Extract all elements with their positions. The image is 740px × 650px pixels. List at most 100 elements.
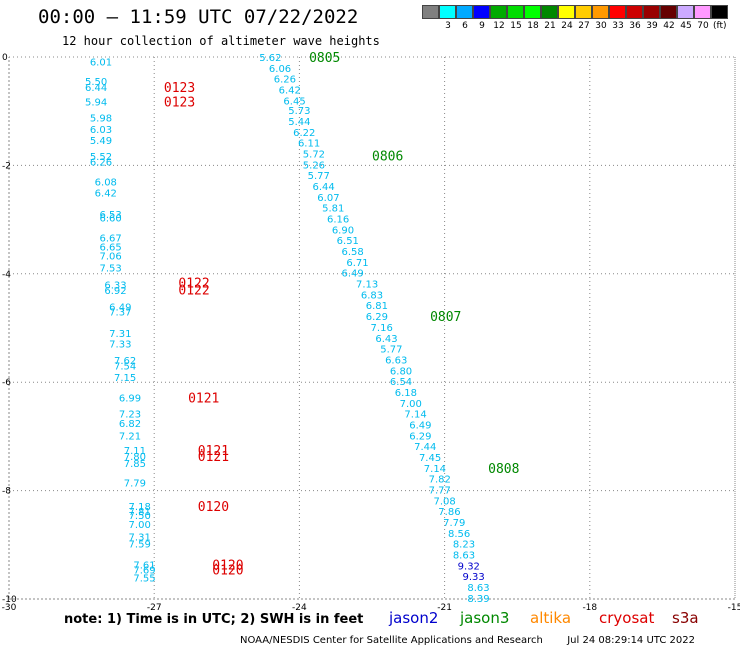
- wave-height-value: 5.44: [288, 117, 310, 128]
- wave-height-value: 7.80: [124, 452, 146, 463]
- wave-height-value: 5.26: [303, 160, 325, 171]
- wave-height-value: 6.01: [90, 57, 112, 68]
- wave-height-value: 7.50: [129, 511, 151, 522]
- wave-height-value: 6.54: [390, 377, 412, 388]
- wave-height-value: 7.14: [424, 464, 446, 475]
- legend-tick-label: 6: [462, 21, 468, 31]
- lat-tick-label: -6: [2, 378, 11, 388]
- wave-height-value: 7.85: [124, 459, 146, 470]
- pass-time-label: 0806: [372, 150, 403, 165]
- legend-swatch: [643, 5, 660, 19]
- footer-timestamp: Jul 24 08:29:14 UTC 2022: [567, 635, 695, 646]
- legend-tick-label: 21: [544, 21, 556, 31]
- wave-height-value: 7.62: [114, 356, 136, 367]
- wave-height-value: 5.50: [85, 77, 107, 88]
- wave-height-value: 7.54: [114, 361, 136, 372]
- legend-tick-label: 70: [697, 21, 709, 31]
- wave-height-value: 6.58: [342, 247, 364, 258]
- wave-height-value: 8.56: [448, 529, 470, 540]
- wave-height-value: 6.18: [395, 388, 417, 399]
- wave-height-value: 7.06: [100, 251, 122, 262]
- wave-height-value: 6.81: [366, 301, 388, 312]
- wave-height-value: 6.49: [109, 302, 131, 313]
- lon-tick-label: -15: [728, 603, 740, 613]
- pass-time-label: 0121: [198, 450, 229, 465]
- wave-height-value: 6.11: [298, 139, 320, 150]
- pass-time-label: 0122: [178, 276, 209, 291]
- legend-tick-label: 27: [578, 21, 590, 31]
- lat-tick-label: -8: [2, 487, 11, 497]
- footnote: note: 1) Time is in UTC; 2) SWH is in fe…: [64, 612, 364, 627]
- legend-swatch: [575, 5, 592, 19]
- lat-tick-label: -2: [2, 161, 11, 171]
- wave-height-value: 5.73: [288, 106, 310, 117]
- pass-time-label: 0121: [188, 391, 219, 406]
- wave-height-value: 5.98: [90, 114, 112, 125]
- wave-height-value: 7.11: [124, 446, 146, 457]
- wave-height-value: 6.99: [119, 393, 141, 404]
- wave-height-value: 6.33: [104, 281, 126, 292]
- legend-swatch: [609, 5, 626, 19]
- wave-height-value: 6.07: [317, 193, 339, 204]
- wave-height-value: 7.33: [109, 340, 131, 351]
- legend-swatch: [490, 5, 507, 19]
- legend-tick-label: 30: [595, 21, 607, 31]
- footer-agency: NOAA/NESDIS Center for Satellite Applica…: [240, 635, 543, 646]
- lat-tick-label: -10: [2, 595, 17, 605]
- wave-height-value: 7.13: [356, 280, 378, 291]
- wave-height-value: 9.33: [463, 572, 485, 583]
- wave-height-value: 7.16: [371, 323, 393, 334]
- wave-height-value: 7.08: [433, 496, 455, 507]
- wave-height-value: 7.14: [404, 410, 426, 421]
- legend-tick-label: 9: [479, 21, 485, 31]
- pass-time-label: 0123: [164, 81, 195, 96]
- wave-height-value: 6.26: [90, 158, 112, 169]
- pass-time-label: 0120: [198, 500, 229, 515]
- map-frame: [8, 56, 736, 600]
- lon-tick-label: -18: [582, 603, 597, 613]
- wave-height-value: 7.69: [133, 566, 155, 577]
- pass-time-label: 0807: [430, 310, 461, 325]
- wave-height-value: 5.62: [259, 53, 281, 64]
- wave-height-value: 7.37: [109, 308, 131, 319]
- wave-height-value: 6.43: [375, 334, 397, 345]
- legend-tick-label: 45: [680, 21, 692, 31]
- wave-height-value: 6.51: [337, 236, 359, 247]
- wave-height-value: 7.82: [429, 475, 451, 486]
- wave-height-value: 6.16: [327, 215, 349, 226]
- pass-time-label: 0120: [212, 564, 243, 579]
- lon-tick-label: -27: [147, 603, 162, 613]
- wave-height-value: 6.22: [293, 128, 315, 139]
- wave-height-value: 6.29: [366, 312, 388, 323]
- wave-height-value: 7.44: [414, 442, 436, 453]
- wave-height-value: 5.94: [85, 97, 107, 108]
- lon-tick-label: -30: [2, 603, 17, 613]
- wave-height-value: 7.81: [129, 507, 151, 518]
- wave-height-value: 6.45: [283, 96, 305, 107]
- satellite-name-jason3: jason3: [460, 609, 510, 627]
- satellite-name-jason2: jason2: [389, 609, 439, 627]
- lon-tick-label: -21: [437, 603, 452, 613]
- lat-tick-label: 0: [2, 53, 8, 63]
- wave-height-value: 6.03: [90, 125, 112, 136]
- wave-height-value: 6.44: [312, 182, 334, 193]
- wave-height-value: 6.83: [361, 290, 383, 301]
- wave-height-value: 7.18: [129, 502, 151, 513]
- wave-height-value: 6.80: [390, 366, 412, 377]
- legend-swatch: [422, 5, 439, 19]
- legend-tick-label: 18: [527, 21, 539, 31]
- wave-height-value: 6.92: [104, 286, 126, 297]
- lon-tick-label: -24: [292, 603, 307, 613]
- legend-tick-label: 12: [493, 21, 505, 31]
- pass-time-label: 0122: [178, 284, 209, 299]
- wave-height-value: 7.15: [114, 373, 136, 384]
- wave-height-value: 5.52: [90, 152, 112, 163]
- wave-height-value: 8.23: [453, 540, 475, 551]
- wave-height-value: 7.59: [129, 540, 151, 551]
- legend-swatch: [677, 5, 694, 19]
- wave-height-value: 8.63: [453, 551, 475, 562]
- pass-time-label: 0121: [198, 444, 229, 459]
- satellite-name-altika: altika: [530, 609, 572, 627]
- wave-height-value: 6.65: [100, 243, 122, 254]
- wave-height-value: 8.39: [467, 594, 489, 605]
